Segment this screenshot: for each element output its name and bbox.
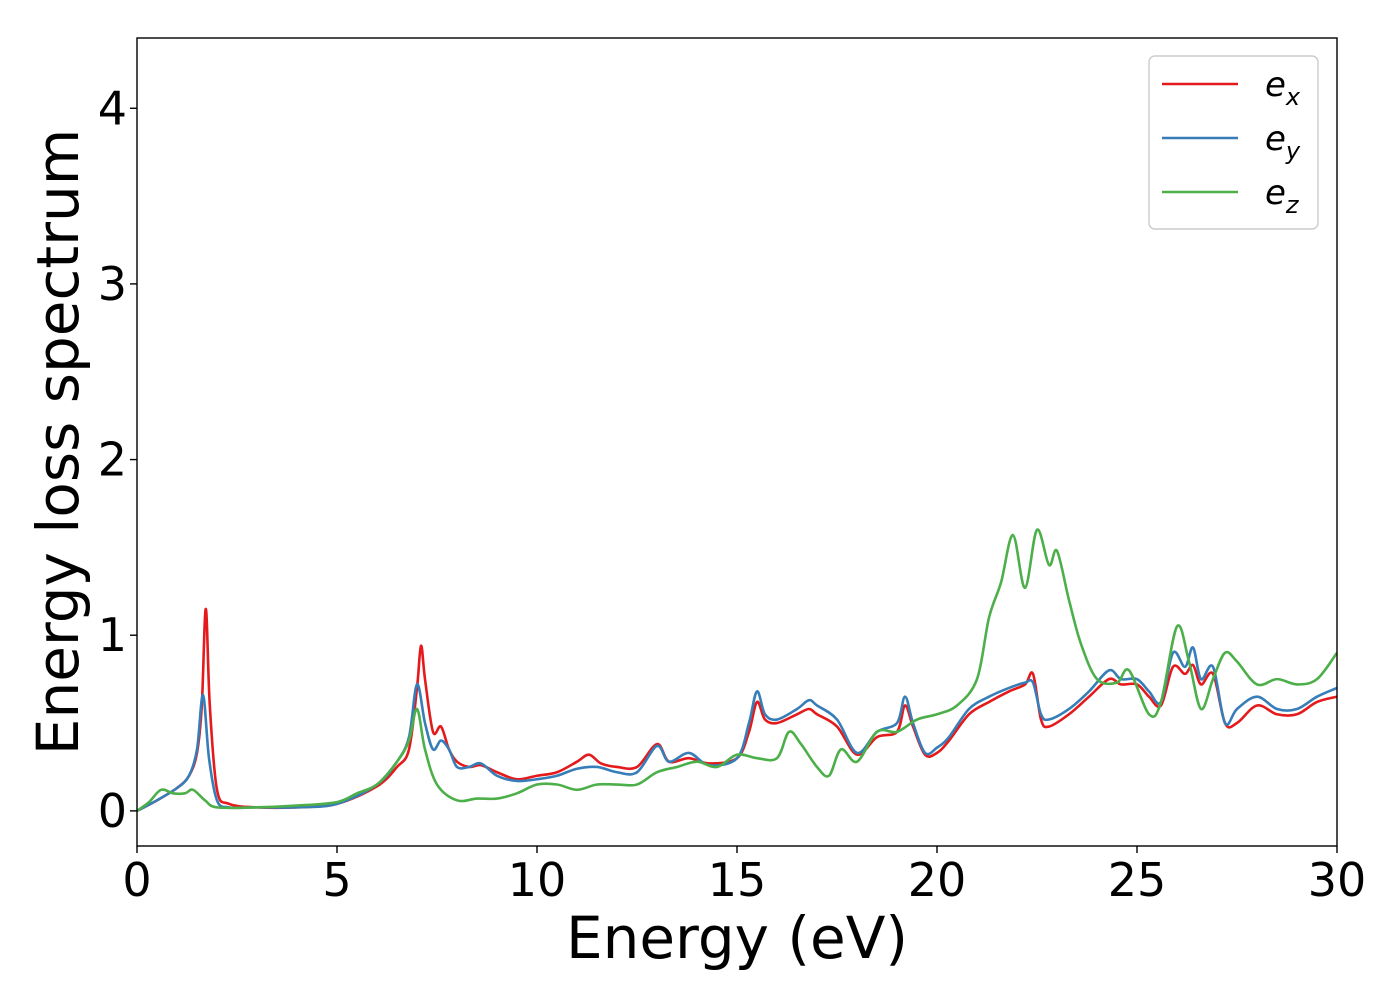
legend-label-z: ez — [1265, 173, 1300, 219]
x-tick-label: 5 — [322, 853, 351, 907]
y-axis-title: Energy loss spectrum — [24, 129, 92, 755]
x-axis: 0 5 10 15 20 25 30 — [122, 846, 1366, 907]
x-tick-label: 20 — [908, 853, 967, 907]
legend-label-x: ex — [1265, 65, 1301, 111]
series-line-z — [137, 528, 1337, 812]
x-tick-label: 15 — [708, 853, 767, 907]
y-tick-label: 1 — [98, 608, 127, 662]
legend-label-y: ey — [1265, 119, 1301, 165]
legend-box — [1148, 55, 1319, 230]
x-tick-label: 25 — [1108, 853, 1167, 907]
x-axis-title: Energy (eV) — [566, 904, 908, 972]
series-layer — [137, 528, 1337, 813]
y-axis: 0 1 2 3 4 — [98, 81, 137, 838]
plot-background — [137, 38, 1337, 846]
y-tick-label: 0 — [98, 784, 127, 838]
legend: ex ey ez — [1148, 55, 1319, 230]
x-tick-label: 0 — [122, 853, 151, 907]
y-tick-label: 4 — [98, 81, 127, 135]
x-tick-label: 30 — [1308, 853, 1367, 907]
y-tick-label: 2 — [98, 433, 127, 487]
x-tick-label: 10 — [508, 853, 567, 907]
y-tick-label: 3 — [98, 257, 127, 311]
